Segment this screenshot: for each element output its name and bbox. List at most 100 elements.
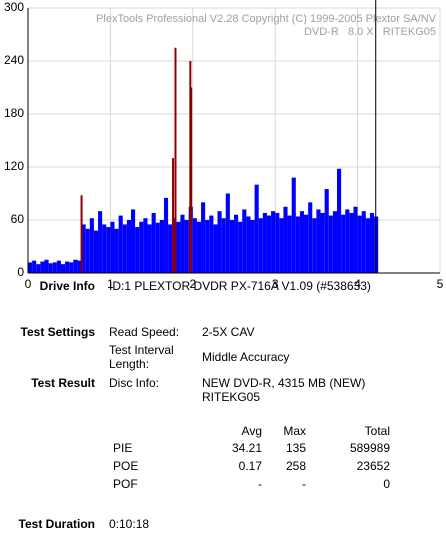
value: NEW DVD-R, 4315 MB (NEW) RITEKG05	[202, 376, 366, 404]
value: 2-5X CAV	[202, 325, 255, 339]
label: Test Result	[31, 376, 95, 390]
bar	[201, 202, 206, 273]
bar	[110, 221, 115, 273]
table-cell: 589989	[349, 441, 390, 455]
bar	[143, 218, 148, 273]
table-cell: POF	[113, 477, 138, 491]
bar	[40, 261, 45, 273]
table-cell: PIE	[113, 441, 133, 455]
bar	[192, 218, 197, 273]
bar	[262, 212, 267, 273]
bar	[246, 216, 251, 273]
bar	[353, 206, 358, 273]
bar	[155, 222, 160, 273]
bar	[337, 168, 342, 273]
bar	[345, 209, 350, 273]
x-tick-label: 4	[354, 277, 361, 291]
bar	[365, 218, 370, 273]
bar	[81, 224, 86, 273]
y-tick-label: 240	[4, 53, 24, 67]
bar	[320, 212, 325, 273]
bar	[332, 211, 337, 273]
bar	[225, 193, 230, 273]
value: Middle Accuracy	[202, 350, 290, 364]
label: Drive Info	[39, 279, 95, 293]
x-tick-label: 3	[272, 277, 279, 291]
bar	[196, 221, 202, 273]
table-cell: POE	[113, 459, 139, 473]
y-tick-label: 60	[11, 212, 25, 226]
bar	[328, 215, 333, 273]
bar	[238, 221, 243, 273]
bar	[147, 224, 152, 273]
bar	[271, 211, 276, 273]
bar	[28, 262, 33, 273]
table-cell: 0.17	[238, 459, 262, 473]
label: Disc Info:	[109, 376, 160, 390]
x-tick-label: 5	[437, 277, 444, 291]
label: Test Interval Length:	[109, 343, 174, 371]
table-cell: 23652	[356, 459, 390, 473]
bar	[122, 224, 127, 273]
y-tick-label: 300	[4, 0, 24, 14]
table-cell: -	[258, 477, 262, 491]
bar	[69, 262, 74, 273]
label: Test Duration	[18, 517, 95, 531]
table-cell: -	[302, 477, 306, 491]
bar	[139, 221, 144, 273]
header-text: PlexTools Professional V2.28 Copyright (…	[96, 13, 437, 25]
bar	[135, 227, 140, 273]
x-tick-label: 0	[25, 277, 32, 291]
value: 0:10:18	[109, 517, 150, 531]
label: Test Settings	[20, 325, 95, 339]
bar	[163, 197, 169, 273]
bar	[299, 211, 305, 273]
bar	[349, 212, 354, 273]
bar	[229, 220, 234, 273]
label: Read Speed:	[109, 325, 180, 339]
table-cell: 34.21	[231, 441, 262, 455]
bar	[159, 220, 164, 273]
bar	[250, 220, 255, 273]
bar	[221, 218, 226, 273]
x-tick-label: 2	[189, 277, 196, 291]
table-cell: 0	[383, 477, 390, 491]
table-cell: Max	[283, 424, 306, 438]
bar	[180, 214, 185, 273]
x-tick-label: 1	[107, 277, 114, 291]
bar	[168, 224, 173, 273]
bar	[102, 224, 107, 273]
bar	[118, 215, 123, 273]
bar	[283, 206, 288, 273]
bar	[234, 214, 239, 273]
bar	[357, 215, 362, 273]
bar	[176, 221, 181, 273]
bar	[242, 209, 247, 273]
bar	[291, 177, 296, 273]
bar	[258, 218, 263, 273]
bar	[56, 260, 61, 273]
bar	[184, 220, 189, 273]
bar	[266, 215, 272, 273]
bar	[85, 228, 90, 273]
bar	[369, 212, 375, 273]
bar	[65, 261, 70, 273]
bar	[44, 259, 49, 273]
bar	[213, 224, 218, 273]
header-text: DVD-R 8.0 X RITEKG05	[304, 26, 436, 38]
bar	[114, 228, 119, 273]
bar	[341, 214, 346, 273]
bar	[60, 264, 66, 273]
bar	[32, 260, 37, 273]
bar	[52, 262, 57, 273]
table-cell: Total	[364, 424, 390, 438]
table-cell: 135	[285, 441, 306, 455]
y-tick-label: 180	[4, 106, 24, 120]
bar	[295, 216, 300, 273]
bar	[172, 218, 177, 273]
bar	[287, 215, 292, 273]
bar	[73, 259, 78, 273]
bar	[106, 227, 111, 273]
bar	[93, 230, 99, 273]
